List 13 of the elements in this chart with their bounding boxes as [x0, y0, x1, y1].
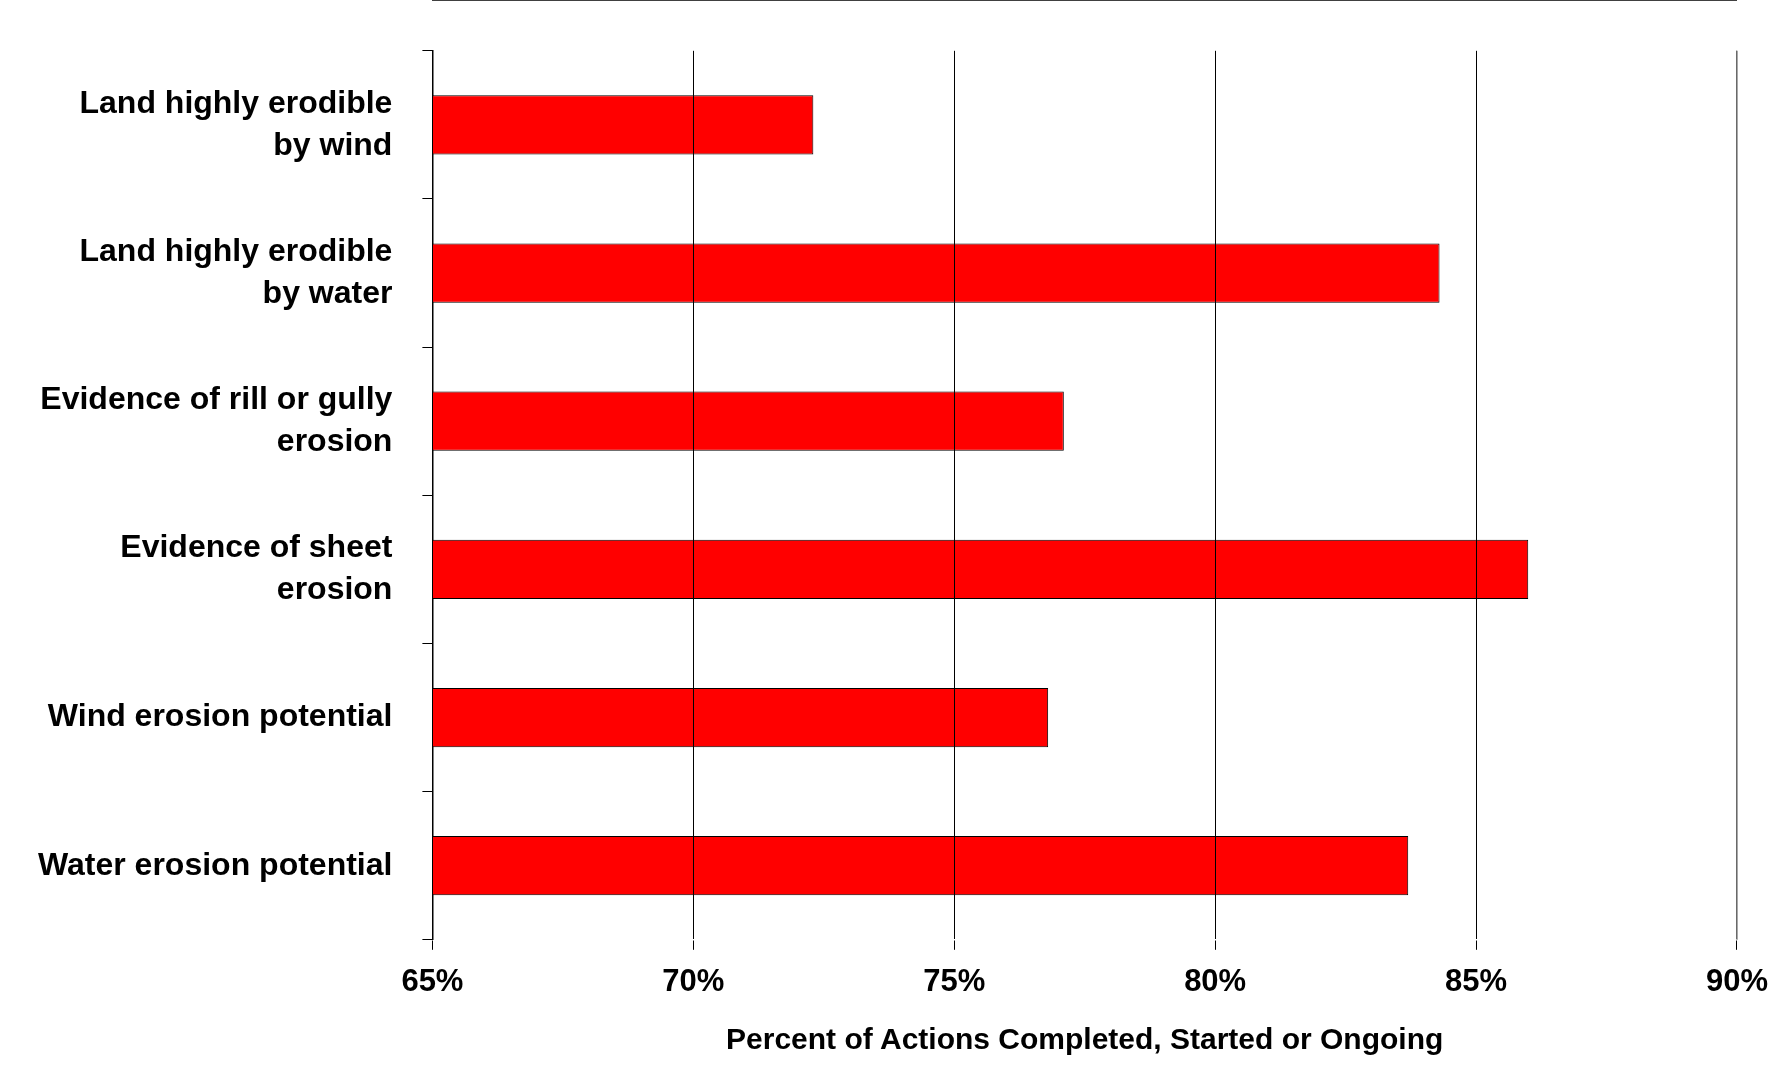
x-tick-label: 75%: [923, 962, 986, 998]
y-tick-label: Evidence of rill or gully erosion: [40, 380, 393, 458]
x-tick-label: 85%: [1445, 962, 1508, 998]
x-axis-title: Percent of Actions Completed, Started or Ongoing: [726, 1022, 1444, 1056]
x-tick-label: 80%: [1184, 962, 1247, 998]
y-tick-label: Wind erosion potential: [47, 697, 393, 734]
y-tick-label: Evidence of sheet erosion: [120, 528, 393, 607]
x-tick-label: 70%: [662, 962, 725, 998]
y-tick-label: Land highly erodible by water: [79, 232, 393, 310]
y-tick-label: Land highly erodible by wind: [79, 83, 393, 162]
y-tick-label: Water erosion potential: [38, 845, 393, 882]
x-tick-label: 90%: [1705, 962, 1768, 998]
x-tick-label: 65%: [401, 962, 464, 998]
